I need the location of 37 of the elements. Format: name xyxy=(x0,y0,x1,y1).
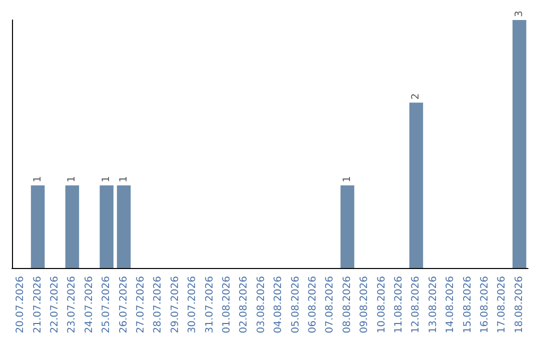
x-tick-label: 03.08.2026 xyxy=(256,276,267,334)
x-tick-label: 24.07.2026 xyxy=(84,276,95,334)
x-tick-label: 15.08.2026 xyxy=(462,276,474,334)
x-tick-label: 21.07.2026 xyxy=(32,276,44,334)
x-tick-label: 23.07.2026 xyxy=(66,276,78,334)
x-tick-label: 09.08.2026 xyxy=(359,276,370,334)
x-tick-label: 28.07.2026 xyxy=(152,276,164,334)
x-tick-label: 17.08.2026 xyxy=(496,276,508,334)
x-tick-label: 05.08.2026 xyxy=(290,276,302,334)
x-tick-label: 26.07.2026 xyxy=(118,276,130,334)
x-tick-label: 12.08.2026 xyxy=(410,276,422,334)
x-tick-label: 25.07.2026 xyxy=(101,276,112,334)
x-tick-label: 08.08.2026 xyxy=(342,276,353,334)
x-tick-label: 29.07.2026 xyxy=(170,276,181,334)
data-label: 3 xyxy=(514,10,525,17)
x-tick-label: 16.08.2026 xyxy=(480,276,490,334)
x-tick-label: 07.08.2026 xyxy=(324,276,336,334)
x-tick-label: 22.07.2026 xyxy=(50,276,60,334)
x-tick-label: 06.08.2026 xyxy=(308,276,318,334)
x-tick-label: 27.07.2026 xyxy=(136,276,146,334)
data-label: 1 xyxy=(101,176,112,182)
data-label: 1 xyxy=(118,176,130,182)
x-tick-label: 18.08.2026 xyxy=(514,276,525,334)
x-tick-label: 14.08.2026 xyxy=(445,276,456,334)
x-tick-label: 13.08.2026 xyxy=(428,276,439,334)
data-label: 1 xyxy=(32,176,44,182)
x-tick-label: 10.08.2026 xyxy=(376,276,388,334)
data-label: 2 xyxy=(410,93,422,100)
x-tick-label: 01.08.2026 xyxy=(222,276,232,334)
x-tick-label: 30.07.2026 xyxy=(187,276,198,334)
data-label: 1 xyxy=(66,176,78,182)
x-tick-label: 11.08.2026 xyxy=(394,276,404,334)
x-tick-label: 02.08.2026 xyxy=(238,276,250,334)
x-tick-label: 20.07.2026 xyxy=(15,276,26,334)
data-label: 1 xyxy=(342,176,353,182)
x-tick-label: 04.08.2026 xyxy=(273,276,284,334)
x-tick-label: 31.07.2026 xyxy=(204,276,216,334)
